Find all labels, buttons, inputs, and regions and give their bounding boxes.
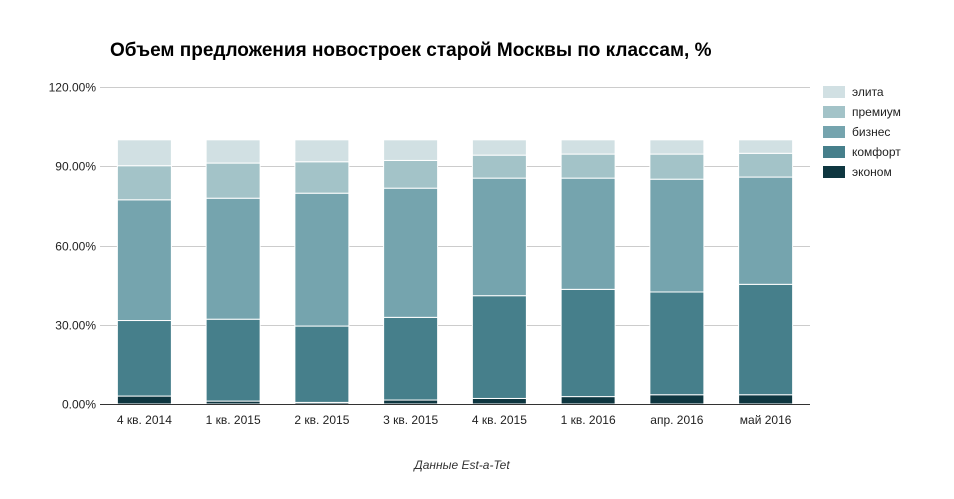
bar-segment-премиум[interactable] xyxy=(205,162,261,199)
bar-segment-эконом[interactable] xyxy=(383,399,439,405)
bar-segment-премиум[interactable] xyxy=(649,153,705,180)
bar-segment-комфорт[interactable] xyxy=(116,320,172,397)
bar-segment-эконом[interactable] xyxy=(649,394,705,405)
source-note: Данные Est-a-Tet xyxy=(412,458,510,472)
bar-segment-премиум[interactable] xyxy=(383,159,439,189)
legend-swatch xyxy=(823,146,845,158)
legend-swatch xyxy=(823,106,845,118)
bar-segment-комфорт[interactable] xyxy=(738,283,794,396)
bar-segment-бизнес[interactable] xyxy=(738,176,794,285)
bar-segment-эконом[interactable] xyxy=(471,397,527,405)
bar-segment-бизнес[interactable] xyxy=(116,199,172,322)
bar-segment-премиум[interactable] xyxy=(560,153,616,179)
legend-swatch xyxy=(823,126,845,138)
bar-segment-элита[interactable] xyxy=(471,139,527,156)
x-tick-label: 2 кв. 2015 xyxy=(294,413,349,427)
legend-label: комфорт xyxy=(852,145,901,159)
bar-segment-бизнес[interactable] xyxy=(383,187,439,318)
legend-item-комфорт[interactable]: комфорт xyxy=(823,145,901,159)
x-tick-label: 3 кв. 2015 xyxy=(383,413,438,427)
legend: элита премиум бизнес комфорт эконом xyxy=(823,85,901,179)
x-tick-label: 1 кв. 2016 xyxy=(561,413,616,427)
bar-segment-бизнес[interactable] xyxy=(205,197,261,320)
x-axis-ticks: 4 кв. 2014 1 кв. 2015 2 кв. 2015 3 кв. 2015… xyxy=(117,413,792,427)
legend-label: эконом xyxy=(852,165,892,179)
bar-segment-комфорт[interactable] xyxy=(649,291,705,396)
legend-item-премиум[interactable]: премиум xyxy=(823,105,901,119)
y-tick-label: 60.00% xyxy=(55,240,96,254)
legend-swatch xyxy=(823,86,845,98)
y-axis-ticks: 0.00% 30.00% 60.00% 90.00% 120.00% xyxy=(49,81,97,412)
bar-segment-комфорт[interactable] xyxy=(471,295,527,399)
bar-segment-бизнес[interactable] xyxy=(471,177,527,297)
x-tick-label: 4 кв. 2014 xyxy=(117,413,172,427)
bar-segment-элита[interactable] xyxy=(383,139,439,161)
bar-segment-эконом[interactable] xyxy=(116,395,172,405)
bars xyxy=(116,139,794,405)
bar-segment-элита[interactable] xyxy=(205,139,261,164)
bar-segment-элита[interactable] xyxy=(649,139,705,155)
bar-segment-бизнес[interactable] xyxy=(294,192,350,327)
chart-title: Объем предложения новостроек старой Моск… xyxy=(110,40,712,61)
legend-item-элита[interactable]: элита xyxy=(823,85,884,99)
bar-segment-эконом[interactable] xyxy=(738,394,794,405)
bar-segment-комфорт[interactable] xyxy=(383,316,439,401)
bar-segment-элита[interactable] xyxy=(738,139,794,154)
x-tick-label: 1 кв. 2015 xyxy=(206,413,261,427)
x-tick-label: 4 кв. 2015 xyxy=(472,413,527,427)
bar-segment-премиум[interactable] xyxy=(738,152,794,178)
bar-segment-элита[interactable] xyxy=(294,139,350,163)
bar-segment-элита[interactable] xyxy=(560,139,616,155)
bar-segment-премиум[interactable] xyxy=(116,165,172,201)
y-tick-label: 90.00% xyxy=(55,160,96,174)
bar-segment-элита[interactable] xyxy=(116,139,172,167)
x-tick-label: май 2016 xyxy=(740,413,792,427)
legend-item-бизнес[interactable]: бизнес xyxy=(823,125,890,139)
legend-item-эконом[interactable]: эконом xyxy=(823,165,892,179)
x-tick-label: апр. 2016 xyxy=(650,413,704,427)
bar-segment-комфорт[interactable] xyxy=(560,288,616,398)
y-tick-label: 30.00% xyxy=(55,319,96,333)
legend-label: премиум xyxy=(852,105,901,119)
legend-label: бизнес xyxy=(852,125,890,139)
legend-label: элита xyxy=(852,85,884,99)
bar-segment-бизнес[interactable] xyxy=(560,177,616,290)
bar-segment-бизнес[interactable] xyxy=(649,178,705,293)
legend-swatch xyxy=(823,166,845,178)
bar-segment-эконом[interactable] xyxy=(560,396,616,405)
y-tick-label: 0.00% xyxy=(62,398,96,412)
y-tick-label: 120.00% xyxy=(49,81,97,95)
bar-segment-премиум[interactable] xyxy=(294,161,350,194)
bar-segment-комфорт[interactable] xyxy=(205,318,261,402)
bar-segment-комфорт[interactable] xyxy=(294,325,350,403)
bar-segment-премиум[interactable] xyxy=(471,154,527,179)
